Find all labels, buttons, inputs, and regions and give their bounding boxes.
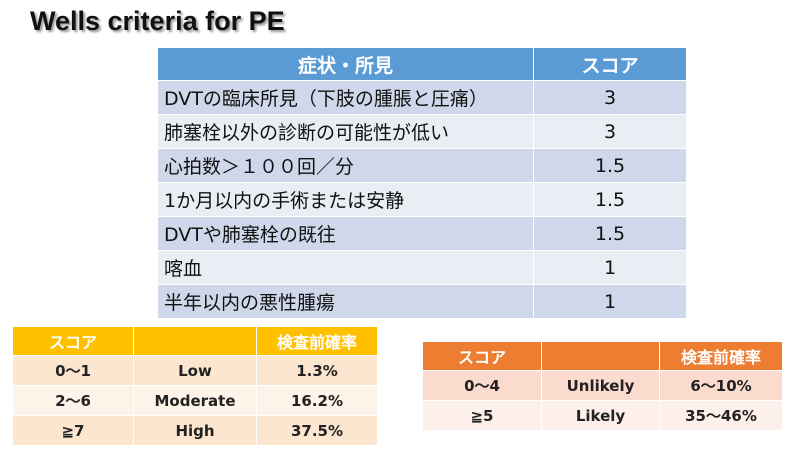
header-probability: 検査前確率 [256, 326, 378, 356]
table-row: 肺塞栓以外の診断の可能性が低い 3 [157, 114, 687, 149]
table-row: 1か月以内の手術または安静 1.5 [157, 182, 687, 217]
table-row: 半年以内の悪性腫瘍 1 [157, 284, 687, 319]
header-category [541, 341, 660, 371]
table-cell: 肺塞栓以外の診断の可能性が低い [157, 114, 534, 149]
header-probability: 検査前確率 [659, 341, 783, 371]
wells-criteria-table: 症状・所見 スコア DVTの臨床所見（下肢の腫脹と圧痛） 3 肺塞栓以外の診断の可能… [157, 47, 687, 319]
table-cell: 37.5% [256, 415, 378, 446]
table-row: 喀血 1 [157, 250, 687, 285]
table-cell: 喀血 [157, 250, 534, 285]
table-cell: Moderate [133, 385, 257, 416]
slide-title: Wells criteria for PE [30, 6, 285, 36]
table-cell: 1.5 [533, 148, 687, 183]
table-row: DVTや肺塞栓の既往 1.5 [157, 216, 687, 251]
table-row: 心拍数＞１００回／分 1.5 [157, 148, 687, 183]
header-category [133, 326, 257, 356]
table-header-row: 症状・所見 スコア [157, 47, 687, 81]
table-header-row: スコア 検査前確率 [422, 341, 783, 371]
header-score: スコア [422, 341, 542, 371]
table-cell: 2～6 [12, 385, 134, 416]
table-cell: 1 [533, 284, 687, 319]
table-row: DVTの臨床所見（下肢の腫脹と圧痛） 3 [157, 80, 687, 115]
table-cell: DVTや肺塞栓の既往 [157, 216, 534, 251]
table-cell: 半年以内の悪性腫瘍 [157, 284, 534, 319]
table-row: ≧5 Likely 35～46% [422, 400, 783, 431]
table-header-row: スコア 検査前確率 [12, 326, 378, 356]
header-findings: 症状・所見 [157, 47, 534, 81]
table-row: 0～4 Unlikely 6～10% [422, 370, 783, 401]
table-row: 0～1 Low 1.3% [12, 355, 378, 386]
table-cell: High [133, 415, 257, 446]
table-cell: ≧5 [422, 400, 542, 431]
table-cell: 1.5 [533, 182, 687, 217]
table-cell: 0～1 [12, 355, 134, 386]
table-cell: 16.2% [256, 385, 378, 416]
header-score: スコア [533, 47, 687, 81]
table-cell: ≧7 [12, 415, 134, 446]
table-cell: 心拍数＞１００回／分 [157, 148, 534, 183]
table-cell: Unlikely [541, 370, 660, 401]
table-cell: 1.5 [533, 216, 687, 251]
two-level-probability-table: スコア 検査前確率 0～4 Unlikely 6～10% ≧5 Likely 35～46% [422, 341, 783, 431]
table-row: 2～6 Moderate 16.2% [12, 385, 378, 416]
table-cell: Likely [541, 400, 660, 431]
table-cell: Low [133, 355, 257, 386]
table-cell: 35～46% [659, 400, 783, 431]
table-cell: 3 [533, 80, 687, 115]
table-cell: 6～10% [659, 370, 783, 401]
table-cell: 0～4 [422, 370, 542, 401]
table-cell: 1.3% [256, 355, 378, 386]
table-cell: DVTの臨床所見（下肢の腫脹と圧痛） [157, 80, 534, 115]
table-cell: 1か月以内の手術または安静 [157, 182, 534, 217]
table-cell: 1 [533, 250, 687, 285]
three-level-probability-table: スコア 検査前確率 0～1 Low 1.3% 2～6 Moderate 16.2% ≧7 Hi… [12, 326, 378, 446]
table-row: ≧7 High 37.5% [12, 415, 378, 446]
table-cell: 3 [533, 114, 687, 149]
header-score: スコア [12, 326, 134, 356]
